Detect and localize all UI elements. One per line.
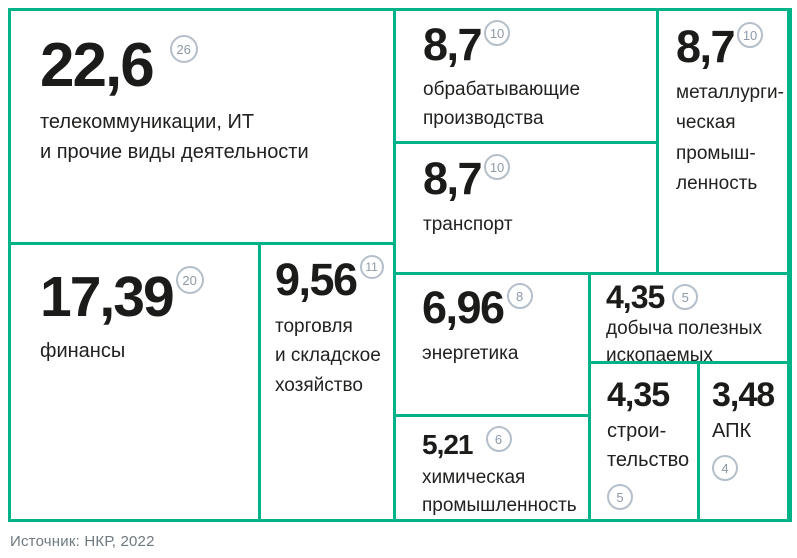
treemap-cell-trade-warehousing: 9,56 11 торговля и складское хозяйство — [261, 245, 393, 519]
cell-label: транспорт — [423, 213, 513, 235]
cell-value: 17,39 — [40, 265, 175, 329]
treemap-cell-agro: 3,48 АПК 4 — [700, 364, 787, 519]
cell-value: 3,48 — [712, 376, 775, 414]
value-row: 5,21 6 — [422, 426, 578, 460]
treemap-cell-chemical: 5,21 6 химическая промышленность — [396, 417, 588, 519]
cell-label: АПК — [712, 420, 752, 443]
treemap-cell-construction: 4,35 строи- тельство 5 — [591, 364, 697, 519]
cell-value: 4,35 — [607, 376, 670, 414]
treemap-chart: 22,6 26 телекоммуникации, ИТ и прочие ви… — [8, 8, 792, 522]
treemap-cell-transport: 8,7 10 транспорт — [396, 144, 656, 272]
treemap-cell-mining: 4,35 5 добыча полезных ископаемых — [591, 275, 787, 361]
cell-label: обрабатывающие производства — [423, 78, 581, 130]
cell-label: металлурги- ческая промыш- ленность — [676, 81, 784, 194]
chart-source-note: Источник: НКР, 2022 — [10, 533, 155, 550]
cell-label: строи- тельство — [607, 420, 690, 472]
count-badge: 10 — [484, 154, 511, 180]
value-row: 8,7 10 — [676, 21, 779, 72]
cell-value: 9,56 — [275, 254, 358, 305]
cell-label: добыча полезных ископаемых — [606, 318, 762, 361]
cell-label: торговля и складское хозяйство — [275, 315, 381, 396]
count-badge: 20 — [175, 266, 204, 294]
count-badge: 6 — [485, 426, 512, 452]
cell-value: 8,7 — [676, 21, 736, 72]
value-row: 6,96 8 — [422, 282, 572, 333]
value-row: 9,56 11 — [275, 254, 387, 305]
treemap-cell-energy: 6,96 8 энергетика — [396, 275, 588, 414]
cell-value: 8,7 — [423, 19, 483, 70]
value-row: 8,7 10 — [423, 19, 636, 70]
count-badge: 10 — [484, 20, 511, 46]
count-badge: 10 — [737, 22, 764, 48]
count-badge: 5 — [672, 284, 699, 311]
treemap-cell-finance: 17,39 20 финансы — [11, 245, 258, 519]
count-badge: 8 — [506, 283, 533, 309]
cell-value: 6,96 — [422, 282, 505, 333]
cell-value: 8,7 — [423, 153, 483, 204]
count-badge: 5 — [607, 484, 633, 511]
count-badge: 26 — [169, 35, 198, 63]
cell-value: 22,6 — [40, 31, 155, 100]
treemap-cell-metallurgy: 8,7 10 металлурги- ческая промыш- леннос… — [659, 11, 787, 272]
value-row: 17,39 20 — [40, 265, 238, 329]
count-badge: 11 — [359, 255, 384, 279]
value-row: 3,48 — [712, 376, 781, 414]
cell-label: телекоммуникации, ИТ и прочие виды деяте… — [40, 110, 309, 163]
cell-value: 5,21 — [422, 429, 473, 460]
value-row: 4,35 5 — [606, 279, 779, 315]
cell-label: химическая промышленность — [422, 466, 577, 517]
treemap-cell-telecom-it: 22,6 26 телекоммуникации, ИТ и прочие ви… — [11, 11, 393, 242]
cell-label: энергетика — [422, 342, 519, 364]
cell-label: финансы — [40, 340, 126, 363]
value-row: 4,35 — [607, 376, 691, 414]
treemap-cell-manufacturing: 8,7 10 обрабатывающие производства — [396, 11, 656, 141]
value-row: 22,6 26 — [40, 31, 367, 100]
count-badge: 4 — [712, 455, 738, 482]
cell-value: 4,35 — [606, 279, 665, 315]
value-row: 8,7 10 — [423, 153, 636, 204]
